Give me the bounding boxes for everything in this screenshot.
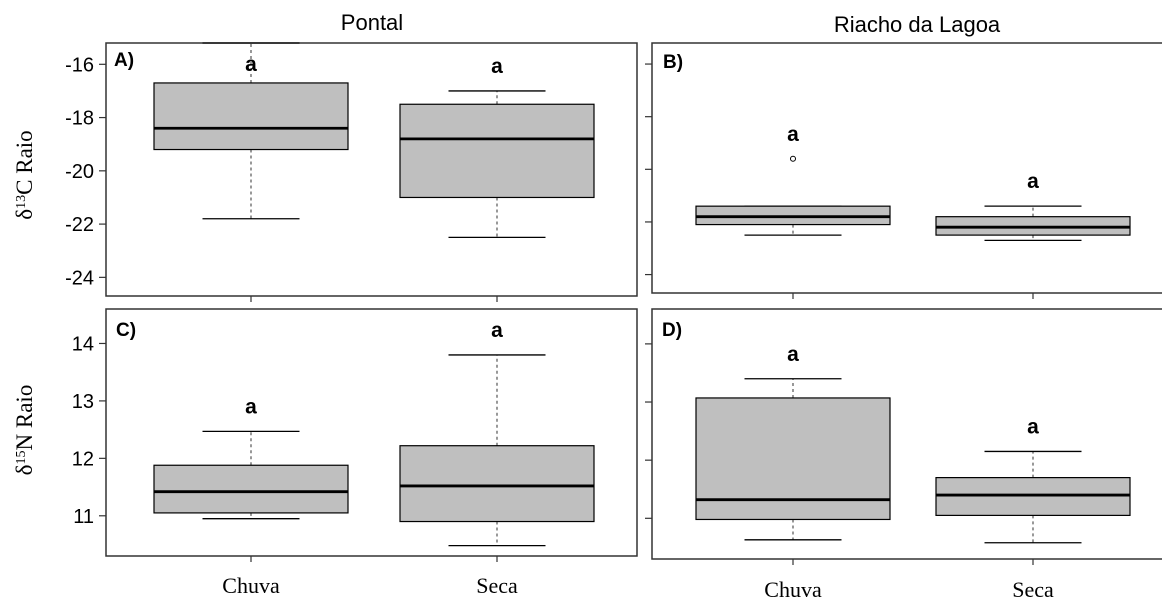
significance-letter: a: [491, 319, 503, 342]
significance-letter: a: [245, 395, 257, 418]
significance-letter: a: [1027, 170, 1039, 193]
y-tick-label: 13: [72, 391, 94, 413]
significance-letter: a: [1027, 415, 1039, 438]
outlier-point: [790, 155, 796, 162]
y-tick-label: -24: [65, 267, 94, 289]
y-tick-label: 11: [73, 506, 94, 528]
panel-d: aa D): [645, 308, 1162, 560]
y-tick-label: 12: [72, 448, 94, 470]
panel-b-boxes: aa: [695, 123, 1131, 242]
x-tick-label-chuva-right: Chuva: [764, 577, 822, 602]
y-tick-label: -16: [65, 54, 94, 76]
y-axis-label-c13: δ13C Raio: [12, 130, 37, 219]
panel-b: aa B) Riacho da Lagoa: [645, 12, 1162, 294]
panel-d-boxes: aa: [695, 343, 1131, 544]
panel-a-frame: [105, 42, 638, 297]
panel-c-y-axis: 11 12 13 14: [72, 333, 106, 528]
panel-c-label: C): [116, 320, 136, 341]
panel-d-frame: [651, 308, 1162, 560]
panel-b-label: B): [663, 52, 683, 73]
panel-c-boxes: aa: [153, 319, 595, 547]
panel-b-y-axis: [645, 63, 652, 276]
panel-d-label: D): [662, 320, 682, 341]
panel-c-frame: [105, 308, 638, 557]
x-axis: Chuva Seca Chuva Seca: [222, 293, 1054, 602]
significance-letter: a: [491, 55, 503, 78]
significance-letter: a: [787, 123, 799, 146]
box-iqr: [399, 445, 595, 523]
box-iqr: [695, 397, 891, 521]
y-tick-label: 14: [72, 333, 94, 355]
x-tick-label-chuva-left: Chuva: [222, 573, 280, 598]
y-tick-label: -20: [65, 161, 94, 183]
box-iqr: [153, 82, 349, 151]
panel-a-y-axis: -24 -22 -20 -18 -16: [65, 54, 106, 289]
column-title-riacho-da-lagoa: Riacho da Lagoa: [834, 12, 1001, 37]
x-tick-label-seca-right: Seca: [1012, 577, 1054, 602]
x-tick-label-seca-left: Seca: [476, 573, 518, 598]
y-axis-label-n15: δ15N Raio: [12, 385, 37, 476]
significance-letter: a: [787, 343, 799, 366]
box-iqr: [153, 464, 349, 514]
significance-letter: a: [245, 53, 257, 76]
y-tick-label: -22: [65, 214, 94, 236]
box-iqr: [399, 103, 595, 199]
column-title-pontal: Pontal: [341, 10, 403, 35]
panel-b-frame: [651, 42, 1162, 294]
box-iqr: [935, 477, 1131, 516]
y-tick-label: -18: [65, 108, 94, 130]
panel-a-label: A): [114, 50, 134, 71]
panel-d-y-axis: [645, 343, 652, 519]
